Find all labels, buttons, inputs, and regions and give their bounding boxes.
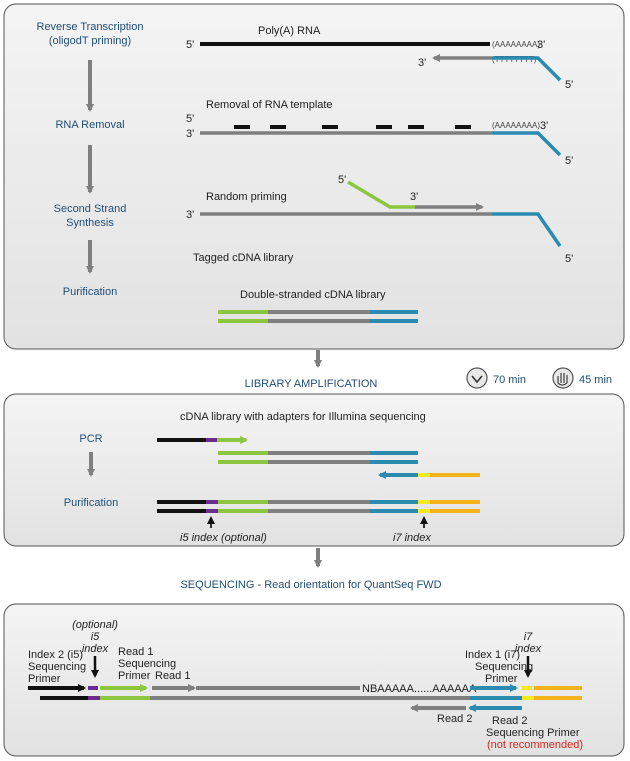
i5-index-block [88, 686, 98, 690]
five-prime-label: 5' [338, 174, 346, 186]
i7-index-block [522, 686, 532, 690]
oligodt-tag [492, 56, 562, 82]
random-primer [347, 180, 415, 209]
random-priming-label: Random priming [206, 191, 287, 203]
panel-pcr [3, 393, 625, 547]
clock-icon [466, 367, 488, 389]
panel-reverse-transcription [3, 3, 625, 350]
index2-primer-label: Index 2 (i5) [28, 649, 83, 661]
step-label: (oligodT priming) [49, 35, 131, 47]
time-hands-on: 45 min [579, 374, 612, 386]
oligodt-tag [492, 212, 562, 247]
read1-primer-label: Primer [118, 670, 151, 682]
step-label: Reverse Transcription [37, 21, 144, 33]
sequencing-title: SEQUENCING - Read orientation for QuantS… [180, 579, 441, 591]
library-amplification-title: LIBRARY AMPLIFICATION [245, 378, 378, 390]
polya-rna-label: Poly(A) RNA [258, 25, 321, 37]
three-prime-label: 3' [540, 120, 548, 132]
i5-label: i5 [91, 631, 100, 643]
three-prime-label: 3' [537, 39, 545, 51]
ds-cdna-library [218, 310, 418, 323]
three-prime-label: 3' [418, 57, 426, 69]
pcr-template [218, 451, 418, 464]
step-label: Purification [64, 497, 118, 509]
index2-primer-label: Sequencing [28, 661, 86, 673]
five-prime-label: 5' [186, 113, 194, 125]
five-prime-label: 5' [186, 39, 194, 51]
final-library [157, 500, 480, 513]
polya-tail: (AAAAAAAA) [492, 40, 540, 49]
polya-sequence: NBAAAAA......AAAAAA [362, 683, 477, 695]
removal-label: Removal of RNA template [206, 99, 333, 111]
i5-index-word: index [82, 643, 109, 655]
read2-primer-label: Read 2 [492, 715, 527, 727]
i7-index-label: i7 index [393, 532, 431, 544]
five-prime-label: 5' [565, 155, 573, 167]
step-label: Synthesis [66, 217, 114, 229]
rna-fragments [234, 125, 471, 129]
i5-index-label: i5 index (optional) [180, 532, 267, 544]
tagged-library-label: Tagged cDNA library [193, 252, 294, 264]
three-prime-label: 3' [410, 191, 418, 203]
read1-primer-label: Read 1 [118, 646, 153, 658]
hands-on-icon [552, 367, 574, 389]
read2-label: Read 2 [437, 713, 472, 725]
step-label: Second Strand [54, 203, 127, 215]
i7-label: i7 [524, 631, 533, 643]
step-label: Purification [63, 286, 117, 298]
five-prime-label: 5' [565, 253, 573, 265]
panel-sequencing [3, 603, 625, 757]
three-prime-label: 3' [186, 209, 194, 221]
pcr-header: cDNA library with adapters for Illumina … [180, 411, 426, 423]
ds-library-label: Double-stranded cDNA library [240, 289, 386, 301]
read1-label: Read 1 [155, 670, 190, 682]
step-label: RNA Removal [55, 119, 124, 131]
i5-optional-label: (optional) [72, 619, 118, 631]
index1-primer-label: Sequencing [475, 661, 533, 673]
time-total: 70 min [493, 374, 526, 386]
oligodt-tag [492, 131, 562, 157]
polya-tail: (AAAAAAAA) [492, 121, 540, 130]
index1-primer-label: Primer [485, 673, 518, 685]
read1-primer-label: Sequencing [118, 658, 176, 670]
read2-primer-label: Sequencing Primer [486, 727, 580, 739]
i7-index-word: index [515, 643, 542, 655]
index2-primer-label: Primer [28, 673, 61, 685]
step-label: PCR [79, 433, 102, 445]
not-recommended-label: (not recommended) [487, 739, 583, 751]
three-prime-label: 3' [186, 128, 194, 140]
index1-primer-label: Index 1 (i7) [465, 649, 520, 661]
five-prime-label: 5' [565, 79, 573, 91]
